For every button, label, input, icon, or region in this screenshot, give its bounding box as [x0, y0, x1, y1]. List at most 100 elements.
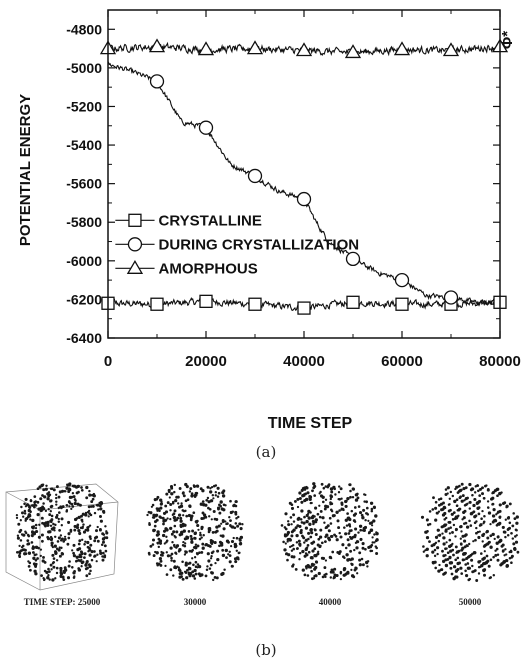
atom — [220, 543, 224, 547]
atom — [228, 554, 232, 557]
atom — [90, 558, 94, 562]
atom — [150, 505, 154, 508]
atom — [312, 577, 316, 580]
atom — [227, 553, 230, 556]
atom — [162, 522, 165, 526]
atom — [427, 523, 430, 527]
atom — [198, 551, 201, 555]
atom — [204, 543, 208, 547]
atom — [180, 571, 184, 575]
atom — [341, 543, 345, 547]
atom — [451, 530, 454, 534]
atom — [149, 544, 153, 548]
atom — [478, 530, 481, 533]
atom — [510, 561, 513, 564]
atom — [481, 492, 484, 496]
atom — [508, 502, 512, 506]
atom — [50, 514, 54, 518]
atom — [482, 496, 486, 500]
atom — [457, 549, 461, 553]
atom — [197, 564, 202, 569]
atom — [181, 509, 185, 512]
atom — [294, 526, 298, 530]
atom — [374, 545, 378, 548]
atom — [209, 563, 213, 567]
atom — [349, 495, 352, 499]
atom — [33, 553, 37, 557]
atom — [461, 546, 465, 550]
atom — [172, 530, 176, 534]
atom — [85, 485, 89, 490]
atom — [464, 569, 467, 573]
atom — [170, 559, 173, 562]
atom — [207, 559, 211, 563]
atom — [481, 540, 484, 543]
atom — [350, 509, 354, 513]
atom — [193, 568, 197, 573]
atom — [323, 566, 327, 570]
atom — [344, 572, 348, 576]
atom — [230, 525, 235, 529]
atom — [434, 566, 438, 570]
atom — [491, 520, 495, 524]
atom — [303, 573, 307, 577]
atom — [337, 526, 341, 530]
marker-square — [150, 297, 164, 311]
atom — [60, 489, 65, 493]
atom — [459, 566, 463, 570]
atom — [503, 501, 507, 505]
atom — [434, 518, 438, 522]
atom — [16, 534, 20, 537]
atom — [458, 561, 461, 565]
atom — [329, 497, 332, 501]
atom — [439, 568, 443, 572]
atom — [321, 495, 325, 499]
atom — [309, 501, 312, 505]
atom — [489, 522, 492, 526]
atom — [179, 519, 183, 523]
atom — [169, 526, 173, 531]
atom — [189, 516, 193, 520]
atom — [78, 539, 82, 543]
atom — [370, 524, 374, 527]
atom — [208, 507, 212, 511]
atom — [360, 557, 364, 561]
atom — [222, 527, 226, 531]
atom — [317, 537, 321, 541]
atom — [428, 510, 432, 513]
atom — [511, 537, 515, 540]
atom — [98, 549, 102, 553]
atom — [436, 552, 439, 556]
marker-triangle — [197, 41, 215, 56]
atom — [452, 553, 455, 557]
atom — [344, 532, 348, 536]
atom — [104, 525, 107, 528]
atom — [27, 560, 30, 563]
atom — [188, 505, 192, 508]
marker-circle — [296, 191, 312, 207]
atom — [367, 532, 371, 535]
atom — [298, 558, 301, 561]
atom — [352, 487, 356, 491]
atom — [306, 491, 310, 495]
atom — [23, 509, 27, 513]
atom — [190, 492, 194, 495]
atom — [307, 565, 311, 569]
atom — [292, 547, 295, 551]
atom — [196, 523, 200, 528]
atom — [474, 485, 478, 488]
atom — [52, 565, 56, 569]
atom — [89, 569, 92, 573]
atom — [18, 550, 22, 554]
atom — [39, 554, 42, 558]
atom — [359, 511, 362, 514]
atom — [30, 541, 34, 544]
atom — [155, 551, 159, 555]
atom — [96, 525, 99, 529]
atom — [361, 546, 365, 550]
snapshot-label: 30000 — [184, 597, 207, 607]
atom — [49, 535, 53, 539]
atom — [19, 519, 22, 522]
atom — [461, 494, 465, 498]
atom — [93, 550, 96, 553]
